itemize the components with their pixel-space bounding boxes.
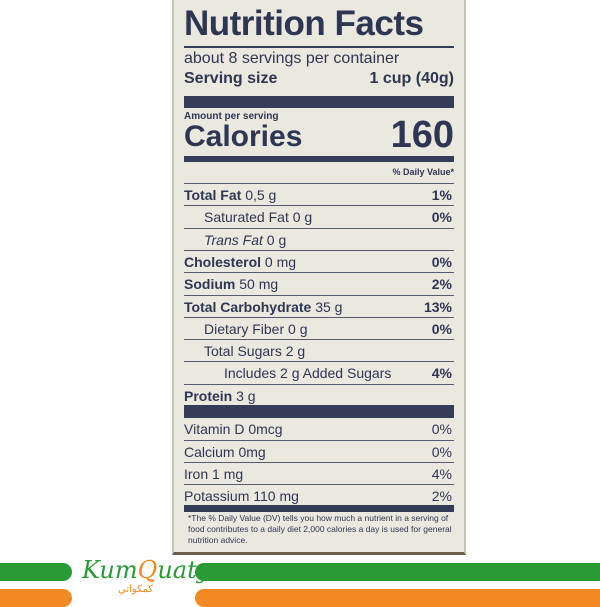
nutrient-dv: 13% <box>423 298 452 315</box>
servings-per-container: about 8 servings per container <box>184 50 400 67</box>
brand-logo: KumQuaty <box>82 556 210 584</box>
thick-divider <box>184 96 454 108</box>
serving-size: Serving size 1 cup (40g) <box>184 70 454 88</box>
green-stripe <box>195 563 600 581</box>
nutrient-dv: 4% <box>431 365 452 382</box>
thick-divider <box>184 505 454 512</box>
nutrient-row: Total Carbohydrate 35 g 13% <box>184 294 454 318</box>
nutrient-name: Dietary Fiber 0 g <box>204 320 308 337</box>
logo-text: Kum <box>82 556 138 584</box>
footnote: *The % Daily Value (DV) tells you how mu… <box>188 513 452 545</box>
nutrient-name: Includes 2 g Added Sugars <box>224 365 392 382</box>
nutrient-name: Trans Fat 0 g <box>204 231 287 248</box>
nutrient-row: Cholesterol 0 mg 0% <box>184 249 454 273</box>
vitamin-row: Iron 1 mg 4% <box>184 462 454 485</box>
nutrient-dv: 0% <box>431 320 452 337</box>
nutrient-row: Trans Fat 0 g <box>184 227 454 251</box>
thick-divider <box>184 156 454 162</box>
vitamin-row: Calcium 0mg 0% <box>184 440 454 463</box>
nutrient-name: Saturated Fat 0 g <box>204 209 313 226</box>
vitamin-name: Vitamin D 0mcg <box>184 421 283 437</box>
nutrient-name: Sodium 50 mg <box>184 276 279 293</box>
label-title: Nutrition Facts <box>184 4 424 43</box>
orange-stripe <box>0 589 72 607</box>
nutrient-row: Dietary Fiber 0 g 0% <box>184 316 454 340</box>
green-stripe <box>0 563 72 581</box>
nutrient-row: Total Fat 0,5 g 1% <box>184 183 454 206</box>
nutrient-row: Sodium 50 mg 2% <box>184 272 454 295</box>
nutrient-name: Protein 3 g <box>184 387 256 404</box>
nutrient-name: Total Fat 0,5 g <box>184 187 277 203</box>
vitamin-dv: 2% <box>431 488 452 504</box>
vitamin-name: Iron 1 mg <box>184 466 244 482</box>
nutrient-dv: 0% <box>431 209 452 226</box>
logo-arabic: كمكواتي <box>118 584 154 595</box>
vitamin-name: Calcium 0mg <box>184 444 266 460</box>
orange-stripe <box>195 589 600 607</box>
logo-text: uaty <box>157 556 211 584</box>
serving-size-value: 1 cup (40g) <box>369 70 454 87</box>
calories-label: Calories <box>184 120 303 153</box>
nutrient-name: Cholesterol 0 mg <box>184 253 297 270</box>
nutrient-dv: 1% <box>431 187 452 203</box>
logo-text: Q <box>137 556 158 584</box>
vitamin-dv: 0% <box>431 444 452 460</box>
thick-divider <box>184 405 454 418</box>
serving-size-label: Serving size <box>184 70 278 87</box>
nutrition-facts-label: Nutrition Facts about 8 servings per con… <box>172 0 466 555</box>
nutrient-dv: 0% <box>431 253 452 270</box>
vitamin-dv: 0% <box>431 421 452 437</box>
vitamin-row: Potassium 110 mg 2% <box>184 484 454 507</box>
daily-value-header: % Daily Value* <box>392 167 454 177</box>
nutrient-row: Includes 2 g Added Sugars 4% <box>184 361 454 384</box>
nutrient-dv: 2% <box>431 276 452 293</box>
vitamin-dv: 4% <box>431 466 452 482</box>
nutrient-row: Total Sugars 2 g <box>184 339 454 362</box>
nutrient-name: Total Carbohydrate 35 g <box>184 298 343 315</box>
divider <box>184 46 454 48</box>
nutrient-row: Saturated Fat 0 g 0% <box>184 205 454 228</box>
nutrient-row: Protein 3 g <box>184 383 454 407</box>
calories-value: 160 <box>390 114 454 156</box>
amount-per-serving: Amount per serving <box>184 111 279 122</box>
vitamin-name: Potassium 110 mg <box>184 488 299 504</box>
vitamin-row: Vitamin D 0mcg 0% <box>184 418 454 440</box>
nutrient-name: Total Sugars 2 g <box>204 343 306 360</box>
